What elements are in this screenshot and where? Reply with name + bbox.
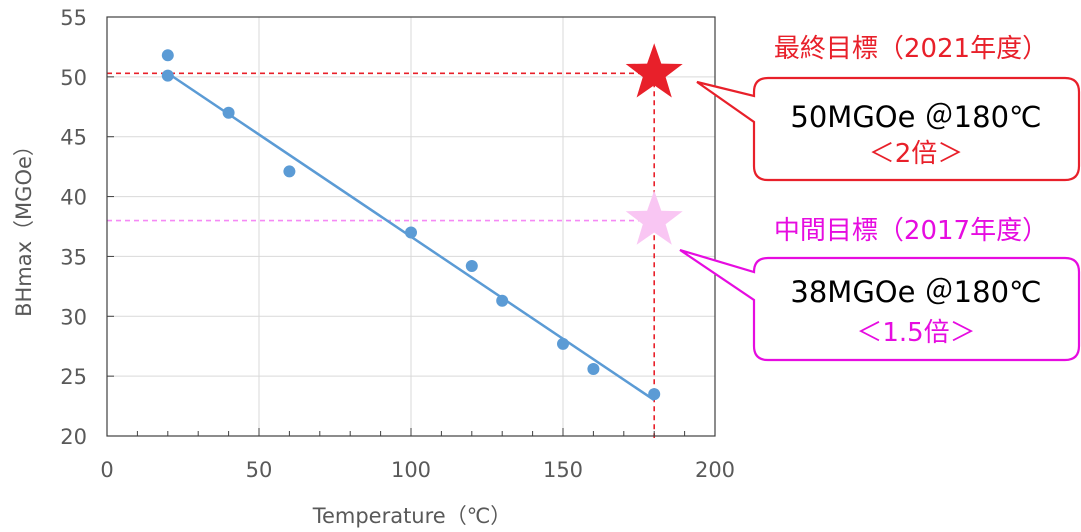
interim-goal-callout-box <box>679 248 1081 362</box>
final-goal-callout-box <box>696 76 1081 182</box>
x-axis-title: Temperature（℃） <box>312 504 512 528</box>
data-point <box>161 69 174 82</box>
y-tick-label: 25 <box>60 365 87 389</box>
grid <box>107 17 715 436</box>
target-callouts <box>679 76 1081 362</box>
interim-goal-star <box>625 190 683 245</box>
interim-goal-multiplier: ＜1.5倍＞ <box>856 318 975 348</box>
reference-lines <box>107 72 656 438</box>
x-tick-label: 200 <box>695 458 735 482</box>
data-point <box>283 165 296 178</box>
data-point <box>161 49 174 62</box>
y-tick-label: 50 <box>60 66 87 90</box>
y-axis-title: BHmax（MGOe） <box>12 135 36 317</box>
data-point <box>405 226 417 239</box>
target-stars <box>625 43 683 245</box>
y-tick-label: 40 <box>60 186 87 210</box>
final-goal-multiplier: ＜2倍＞ <box>869 139 964 169</box>
axis-ticks <box>106 16 716 437</box>
y-tick-label: 30 <box>60 305 87 329</box>
x-tick-label: 0 <box>100 458 113 482</box>
final-goal-value: 50MGOe ＠180℃ <box>790 100 1041 134</box>
data-point <box>648 388 661 401</box>
data-point <box>222 106 235 119</box>
y-tick-label: 55 <box>60 6 87 30</box>
x-tick-label: 150 <box>543 458 583 482</box>
tick-labels: 0 50 100 150 200 20 25 30 35 40 45 50 55 <box>60 6 735 482</box>
y-tick-label: 35 <box>60 245 87 269</box>
data-point <box>465 260 478 273</box>
x-tick-label: 50 <box>246 458 273 482</box>
data-points <box>161 49 661 401</box>
interim-goal-title: 中間目標（2017年度） <box>774 216 1048 246</box>
final-goal-star <box>625 43 683 98</box>
data-point <box>496 294 509 307</box>
x-tick-label: 100 <box>391 458 431 482</box>
y-tick-label: 45 <box>60 126 87 150</box>
y-tick-label: 20 <box>60 425 87 449</box>
data-point <box>587 362 600 375</box>
interim-goal-value: 38MGOe ＠180℃ <box>790 275 1041 309</box>
data-point <box>557 337 569 350</box>
final-goal-title: 最終目標（2021年度） <box>774 34 1048 64</box>
